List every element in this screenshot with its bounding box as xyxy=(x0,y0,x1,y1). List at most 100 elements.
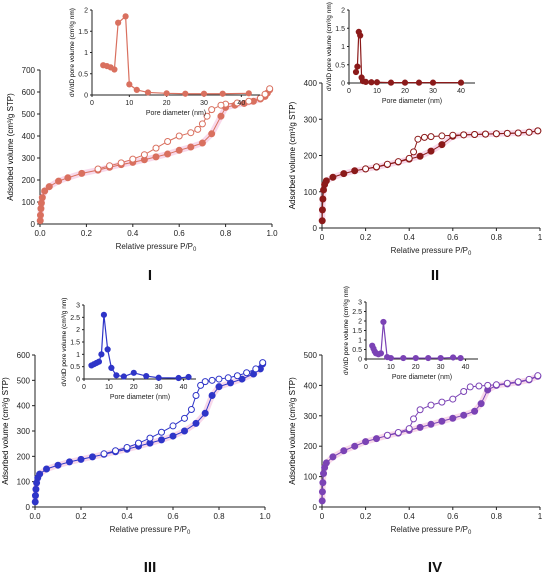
inset-data-point xyxy=(100,311,108,318)
inset-series-line xyxy=(91,314,189,379)
x-tick-label: 0.6 xyxy=(174,229,186,238)
data-point xyxy=(208,376,216,384)
inset-data-point xyxy=(401,79,409,86)
data-point xyxy=(534,372,542,380)
y-tick-label: 700 xyxy=(22,66,36,75)
data-point xyxy=(318,497,326,505)
inset-y-tick-label: 1 xyxy=(76,352,80,359)
x-tick-label: 0.8 xyxy=(213,512,225,521)
x-tick-label: 0.8 xyxy=(491,233,503,242)
data-point xyxy=(217,112,225,120)
data-point xyxy=(36,211,44,219)
data-point xyxy=(514,378,522,386)
data-point xyxy=(43,465,50,473)
panel-label: IV xyxy=(428,559,442,576)
adsorption-series xyxy=(318,127,542,225)
inset-y-tick-label: 2 xyxy=(358,319,362,326)
y-axis-label: Adsorbed volume (cm³/g STP) xyxy=(1,377,10,485)
inset-data-point xyxy=(133,86,140,94)
data-point xyxy=(158,428,165,436)
x-axis-label: Relative pressure P/P0 xyxy=(391,525,472,536)
data-point xyxy=(64,174,72,182)
data-point xyxy=(194,125,202,133)
inset-y-tick-label: 2 xyxy=(341,8,345,15)
inset-data-point xyxy=(415,79,423,86)
panel-iii: 0.0 0.2 0.4 0.6 0.8 1.00100200300400500600Rel… xyxy=(1,298,271,576)
inset-y-tick-label: 2.5 xyxy=(70,315,80,322)
inset-data-point xyxy=(130,369,137,376)
inset-data-point xyxy=(380,318,387,326)
data-point xyxy=(215,375,223,383)
data-point xyxy=(164,150,172,158)
inset-plot: 0 10 20 30 40 0 0.5 1 1.5 2 2.5 3 Pore diameter (nm)… xyxy=(343,286,478,381)
data-point xyxy=(94,165,102,173)
inset-y-tick-label: 2.5 xyxy=(352,309,362,316)
panel-label: III xyxy=(144,559,157,576)
inset-y-tick-label: 0 xyxy=(358,357,362,364)
inset-data-point xyxy=(219,90,226,97)
inset-data-point xyxy=(362,78,369,86)
data-point xyxy=(460,411,468,419)
inset-data-point xyxy=(352,68,360,76)
data-point xyxy=(460,131,468,139)
data-point xyxy=(340,447,348,455)
inset-data-point xyxy=(126,81,133,88)
x-tick-label: 0.2 xyxy=(75,512,87,521)
desorption-series xyxy=(100,359,267,458)
inset-y-tick-label: 2 xyxy=(76,327,80,334)
y-tick-label: 200 xyxy=(17,452,31,461)
data-point xyxy=(438,141,446,149)
panel-i: 0.0 0.2 0.4 0.6 0.8 1.00100200300400500600700… xyxy=(6,8,278,285)
data-point xyxy=(466,383,474,391)
data-point xyxy=(405,425,413,433)
y-tick-label: 100 xyxy=(22,198,36,207)
y-tick-label: 200 xyxy=(304,152,318,161)
data-point xyxy=(41,187,49,195)
y-tick-label: 0 xyxy=(26,503,31,512)
data-point xyxy=(123,443,131,451)
data-point xyxy=(140,151,148,159)
data-point xyxy=(175,146,183,154)
x-axis-label: Relative pressure P/P0 xyxy=(391,246,472,257)
data-point xyxy=(416,423,424,431)
data-point xyxy=(259,359,267,367)
inset-x-axis-label: Pore diameter (nm) xyxy=(392,374,452,381)
y-tick-label: 500 xyxy=(22,110,36,119)
data-point xyxy=(471,130,479,138)
data-point xyxy=(329,453,337,461)
data-point xyxy=(383,160,391,168)
inset-data-point xyxy=(113,372,120,379)
panel-label: II xyxy=(431,267,439,284)
inset-y-tick-label: 3 xyxy=(358,300,362,307)
data-point xyxy=(198,139,206,147)
data-point xyxy=(243,369,251,377)
inset-data-point xyxy=(155,374,162,381)
y-tick-label: 100 xyxy=(17,478,31,487)
inset-plot: 0 10 20 30 40 0 0.5 1 1.5 2 2.5 3 Pore diameter (nm)… xyxy=(61,298,196,401)
data-point xyxy=(492,381,500,389)
inset-y-tick-label: 0.5 xyxy=(335,62,345,69)
x-tick-label: 0.4 xyxy=(404,512,416,521)
inset-x-tick-label: 0 xyxy=(347,88,351,95)
inset-data-point xyxy=(185,373,192,381)
data-point xyxy=(427,401,435,409)
inset-data-point xyxy=(387,354,394,362)
inset-y-tick-label: 1.5 xyxy=(78,29,88,36)
data-point xyxy=(245,97,253,105)
y-tick-label: 500 xyxy=(304,351,318,360)
x-axis-label: Relative pressure P/P0 xyxy=(116,242,197,253)
y-tick-label: 100 xyxy=(304,188,318,197)
inset-x-axis-label: Pore diameter (nm) xyxy=(110,394,170,401)
data-point xyxy=(252,365,260,373)
x-tick-label: 1 xyxy=(538,512,543,521)
inset-data-point xyxy=(104,346,111,353)
inset-data-point xyxy=(175,374,182,382)
data-point xyxy=(427,133,435,141)
data-point xyxy=(31,498,39,506)
inset-y-tick-label: 1 xyxy=(341,44,345,51)
data-point xyxy=(201,378,209,386)
data-point xyxy=(55,177,63,185)
y-tick-label: 200 xyxy=(304,442,318,451)
inset-y-tick-label: 0 xyxy=(341,81,345,88)
y-tick-label: 300 xyxy=(304,115,318,124)
